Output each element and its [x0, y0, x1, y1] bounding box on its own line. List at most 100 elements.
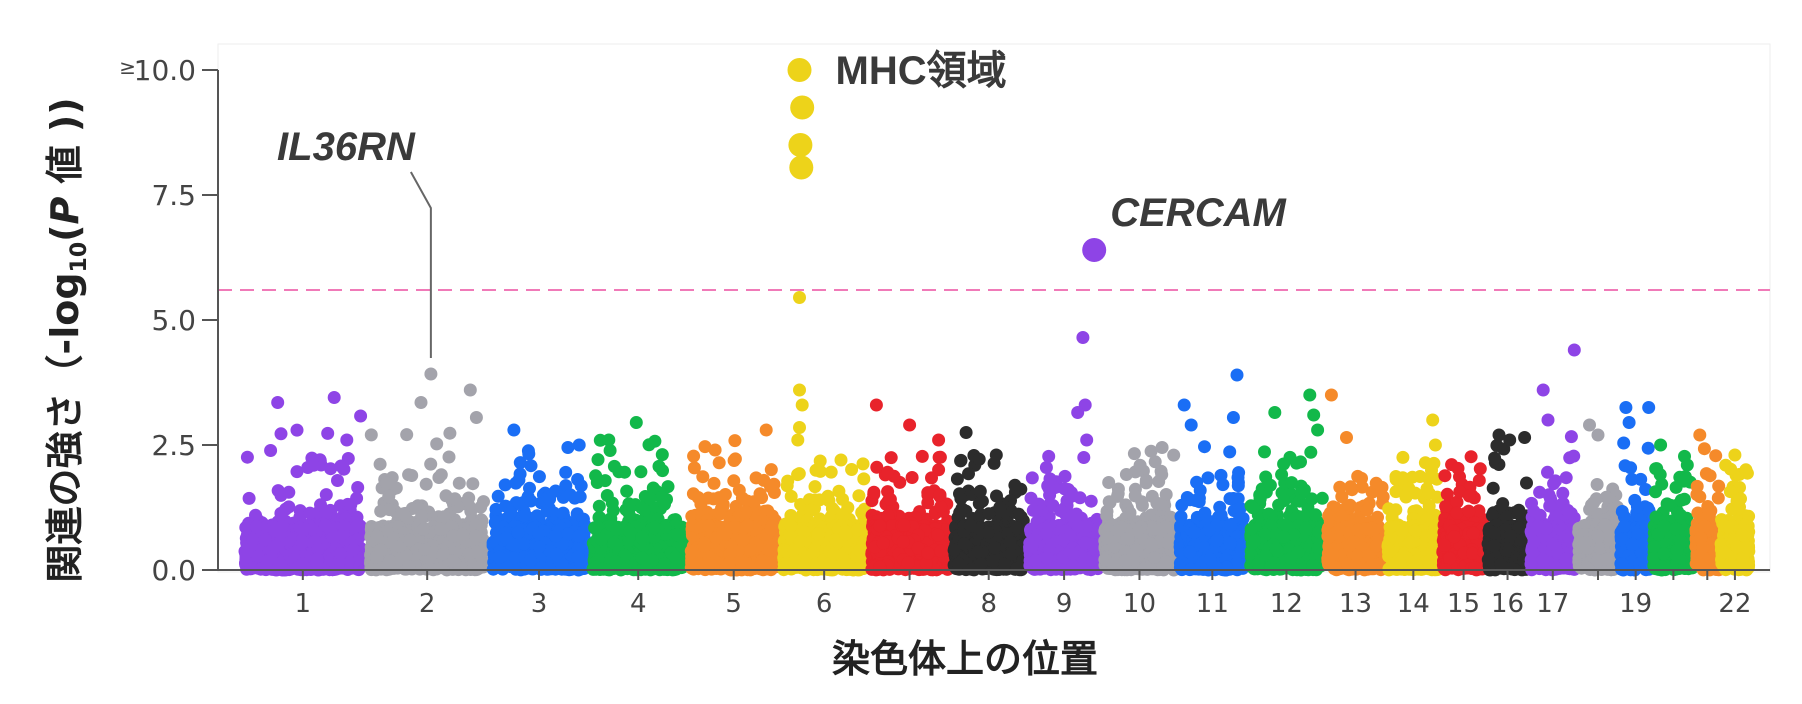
data-point [511, 526, 525, 540]
data-point [504, 505, 518, 519]
data-point [687, 449, 701, 463]
data-point [456, 527, 469, 541]
data-point [764, 522, 778, 536]
data-point [568, 491, 582, 505]
data-point [832, 484, 846, 498]
data-point [702, 557, 716, 571]
data-point [331, 474, 344, 487]
data-point [540, 504, 554, 518]
data-point [430, 437, 444, 451]
data-point [634, 465, 648, 479]
data-point [905, 471, 919, 484]
data-point [727, 454, 741, 467]
data-point [792, 467, 806, 481]
data-point [834, 453, 848, 467]
data-point [258, 533, 272, 547]
data-point [741, 519, 755, 533]
data-point-peak [469, 411, 483, 424]
data-point [591, 453, 605, 467]
data-point-peak [463, 383, 477, 397]
data-point [561, 441, 575, 454]
data-point-peak [340, 433, 354, 447]
data-point-peak [795, 398, 809, 412]
data-point [370, 529, 384, 543]
data-point [669, 550, 683, 564]
data-point [638, 503, 651, 517]
data-point [719, 527, 733, 541]
data-point [311, 542, 325, 556]
data-point [797, 560, 811, 574]
data-point [571, 550, 585, 564]
data-point [643, 492, 657, 506]
data-point [282, 485, 296, 499]
data-point [532, 540, 546, 554]
data-point [295, 557, 309, 571]
data-point [658, 557, 672, 571]
data-point [434, 468, 448, 482]
data-point [319, 506, 333, 520]
data-point [523, 553, 537, 567]
data-point [934, 500, 948, 514]
data-point [264, 444, 278, 457]
data-point [609, 555, 623, 569]
data-point [442, 450, 456, 464]
data-point [933, 488, 947, 502]
data-point [635, 551, 649, 565]
data-point-peak [507, 423, 521, 437]
data-point [498, 478, 512, 492]
data-point [364, 428, 378, 442]
data-point [403, 533, 417, 547]
data-point [722, 557, 736, 571]
data-point [416, 522, 430, 536]
data-point [319, 488, 333, 502]
data-point [347, 543, 361, 557]
data-point [443, 426, 457, 440]
data-point [852, 489, 866, 503]
data-point [373, 457, 387, 471]
data-point [326, 531, 340, 545]
data-point [794, 534, 807, 548]
data-point [813, 454, 827, 468]
data-point-peak [629, 416, 643, 429]
data-point [344, 498, 358, 512]
data-point [532, 527, 546, 541]
data-point [556, 506, 570, 520]
data-point [884, 451, 898, 465]
data-point [559, 465, 573, 479]
data-point [549, 529, 563, 543]
data-point [850, 562, 864, 576]
data-point [845, 463, 859, 476]
data-point-peak [602, 433, 616, 447]
data-point [275, 519, 289, 533]
data-point [524, 459, 538, 473]
data-point [321, 426, 335, 440]
data-point [512, 473, 526, 487]
data-point [549, 547, 563, 561]
data-point [296, 523, 310, 537]
data-point [472, 561, 486, 575]
data-point-peak [759, 423, 773, 437]
data-point [867, 485, 881, 499]
data-point [851, 523, 864, 537]
data-point [354, 409, 368, 423]
data-point-peak [793, 383, 806, 397]
data-point [620, 484, 634, 498]
data-point [701, 491, 715, 505]
data-point [310, 552, 324, 566]
data-point [728, 434, 742, 448]
data-point [691, 557, 704, 571]
data-point [296, 535, 310, 549]
data-point [753, 487, 767, 501]
data-point [246, 533, 260, 547]
data-point [274, 427, 288, 441]
data-point [853, 544, 867, 558]
data-point [351, 481, 365, 494]
data-point [757, 473, 771, 487]
data-point [452, 476, 466, 490]
data-point [466, 477, 480, 491]
data-point [532, 470, 546, 484]
data-point [883, 492, 897, 506]
data-point [594, 532, 608, 546]
data-point [606, 503, 620, 517]
